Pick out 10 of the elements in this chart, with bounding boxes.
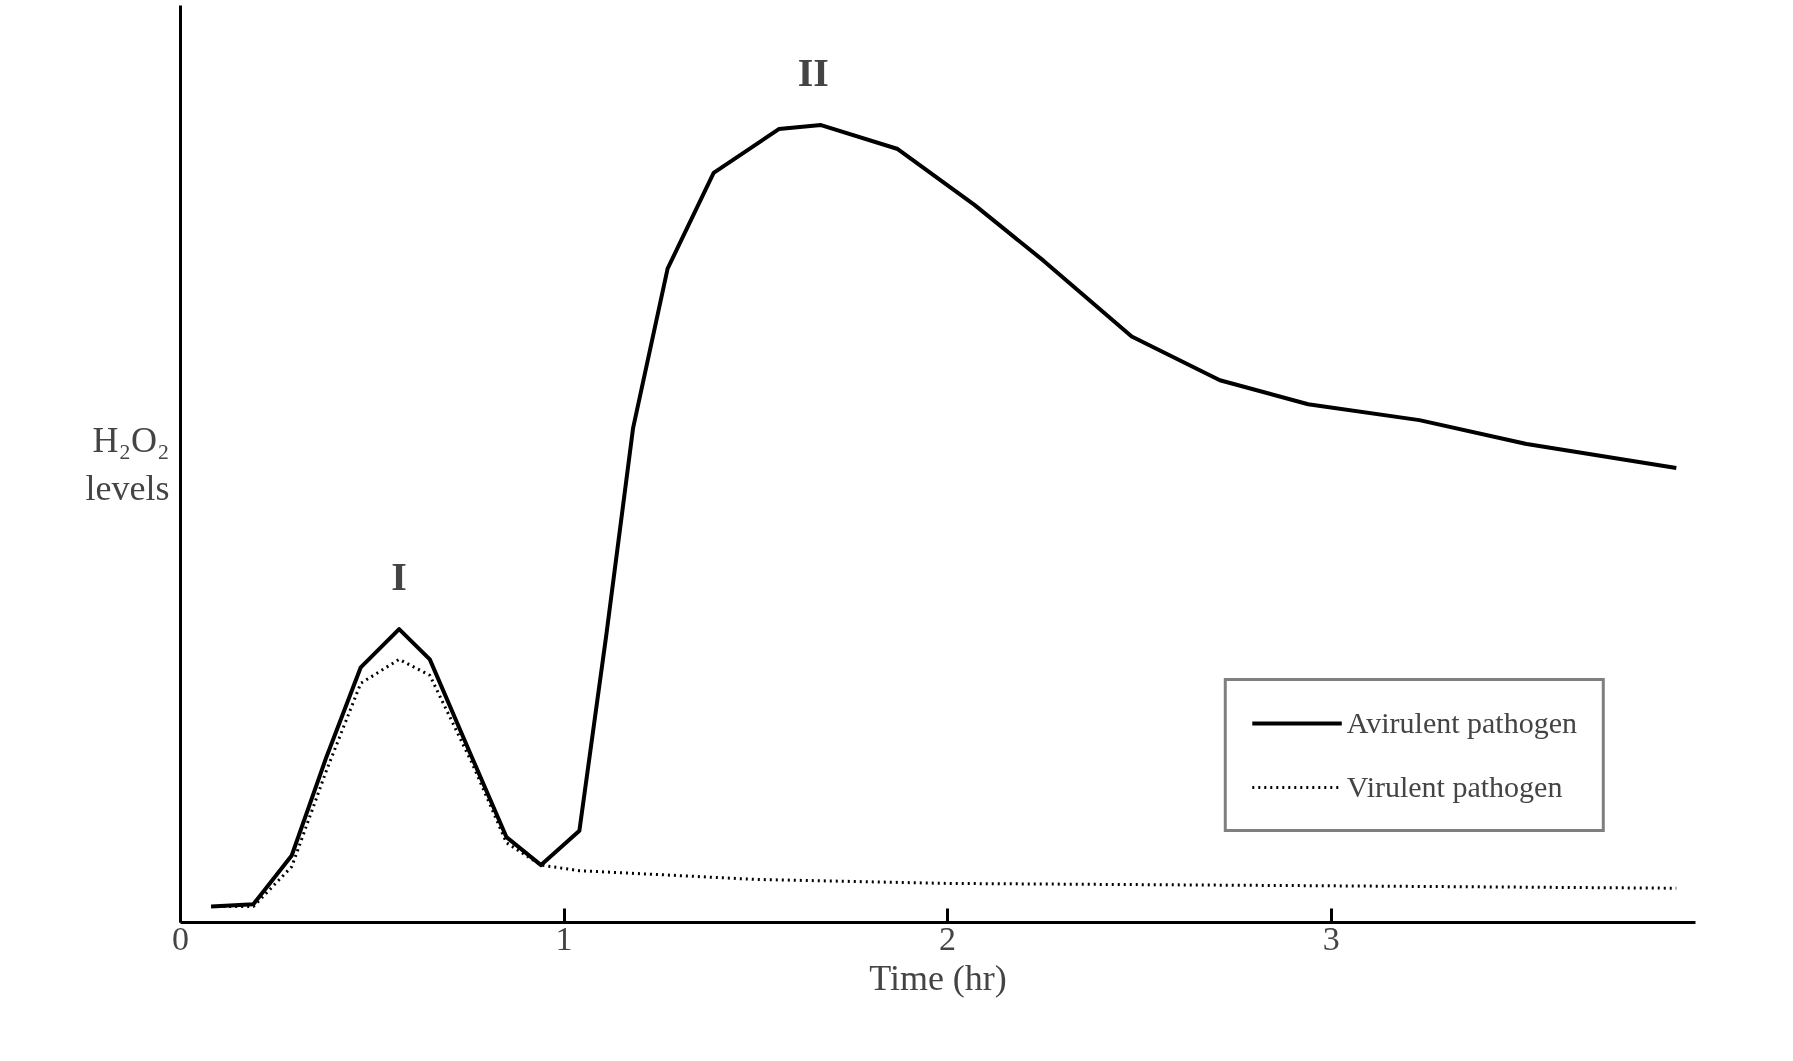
legend-label: Virulent pathogen <box>1346 770 1563 804</box>
x-tick-label: 1 <box>555 919 573 957</box>
x-tick-label: 0 <box>172 919 189 957</box>
legend-label: Avirulent pathogen <box>1346 706 1577 740</box>
x-tick-label: 2 <box>939 919 957 957</box>
annotation: I <box>391 554 407 600</box>
y-axis-title: H₂O₂ levels <box>85 420 170 508</box>
x-axis-title: Time (hr) <box>869 957 1007 998</box>
annotation: II <box>797 50 829 96</box>
x-tick-label: 3 <box>1322 919 1340 957</box>
